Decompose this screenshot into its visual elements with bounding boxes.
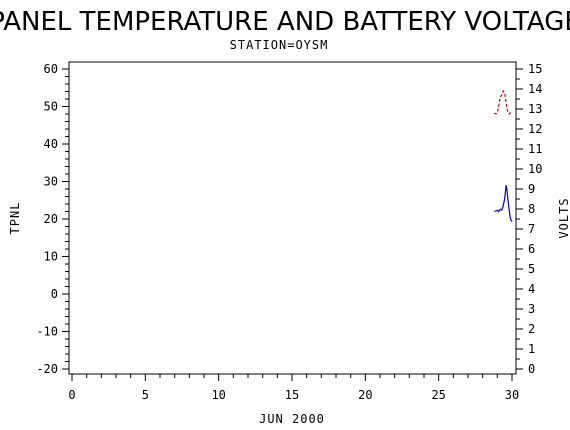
x-tick-label: 25 <box>431 388 445 402</box>
y-right-tick-label: 1 <box>528 342 535 356</box>
chart-subtitle: STATION=OYSM <box>230 38 329 52</box>
y-right-tick-label: 0 <box>528 362 535 376</box>
y-left-tick-label: 0 <box>51 287 58 301</box>
y-right-tick-label: 6 <box>528 242 535 256</box>
x-tick-label: 10 <box>211 388 225 402</box>
y-axis-left-label: TPNL <box>8 202 22 235</box>
y-right-tick-label: 11 <box>528 142 542 156</box>
y-right-tick-label: 5 <box>528 262 535 276</box>
y-left-tick-label: 20 <box>44 212 58 226</box>
y-right-tick-label: 8 <box>528 202 535 216</box>
series-layer <box>494 89 513 222</box>
series-line-volts <box>494 89 513 115</box>
y-left-tick-label: 10 <box>44 250 58 264</box>
y-right-tick-label: 15 <box>528 62 542 76</box>
y-right-tick-label: 12 <box>528 122 542 136</box>
y-right-tick-label: 10 <box>528 162 542 176</box>
x-axis: 0 5 10 15 20 25 30 <box>68 374 519 402</box>
y-left-tick-label: -20 <box>36 362 58 376</box>
y-axis-right-label: VOLTS <box>557 197 570 238</box>
x-axis-label: JUN 2000 <box>259 412 325 426</box>
chart-title: PANEL TEMPERATURE AND BATTERY VOLTAGE <box>0 7 570 37</box>
x-tick-label: 15 <box>285 388 299 402</box>
y-right-tick-label: 13 <box>528 102 542 116</box>
y-left-tick-label: 60 <box>44 62 58 76</box>
y-right-tick-label: 3 <box>528 302 535 316</box>
y-left-tick-label: 40 <box>44 137 58 151</box>
x-tick-label: 30 <box>505 388 519 402</box>
y-left-tick-label: -10 <box>36 325 58 339</box>
y-right-tick-label: 4 <box>528 282 535 296</box>
y-left-tick-label: 50 <box>44 100 58 114</box>
plot-area-frame <box>68 61 517 375</box>
y-right-tick-label: 14 <box>528 82 542 96</box>
y-left-tick-label: 30 <box>44 175 58 189</box>
x-tick-label: 0 <box>68 388 75 402</box>
series-line-tpnl <box>494 185 513 222</box>
y-right-tick-label: 7 <box>528 222 535 236</box>
x-tick-label: 20 <box>358 388 372 402</box>
y-axis-left: -20 -10 0 10 20 30 40 50 60 <box>36 62 69 376</box>
y-right-tick-label: 2 <box>528 322 535 336</box>
x-tick-label: 5 <box>142 388 149 402</box>
y-right-tick-label: 9 <box>528 182 535 196</box>
